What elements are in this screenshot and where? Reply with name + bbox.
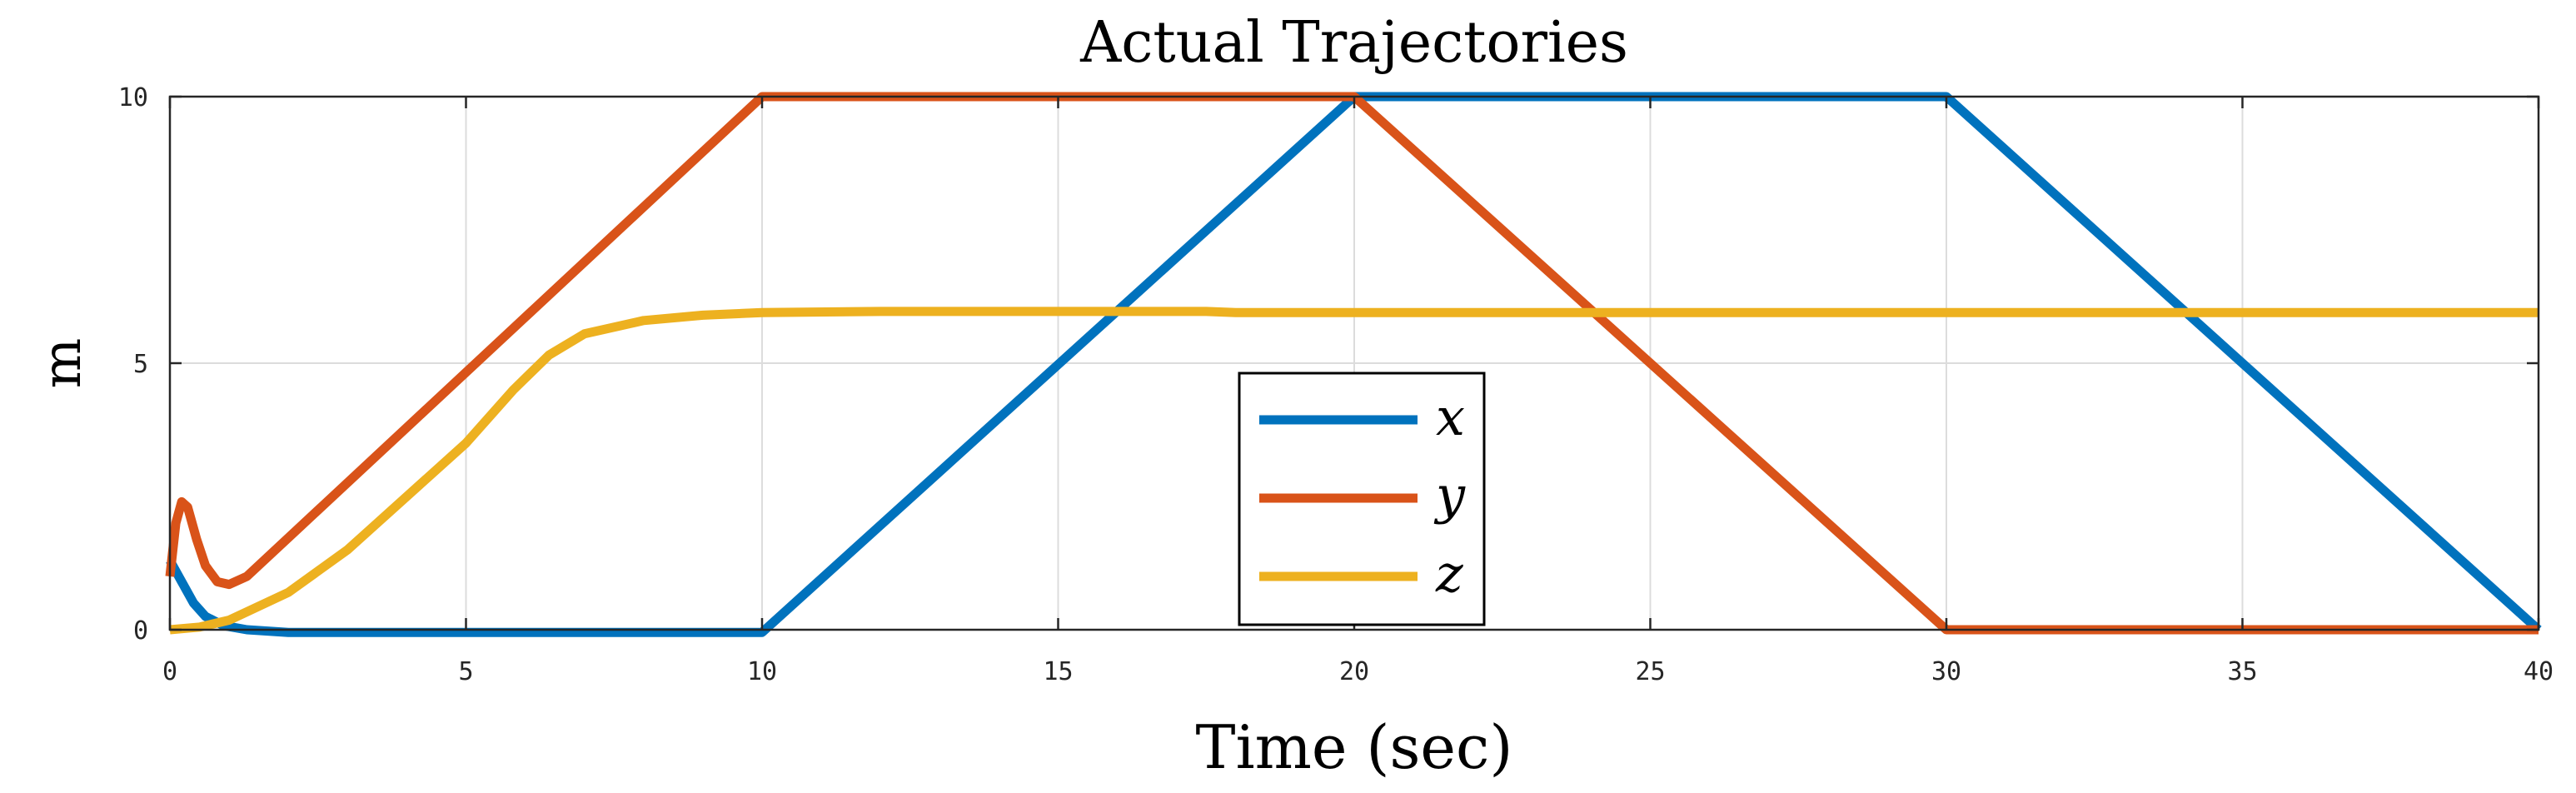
x-tick-label: 35 (2227, 657, 2257, 686)
x-tick-label: 5 (458, 657, 473, 686)
x-tick-label: 0 (162, 657, 177, 686)
x-tick-label: 10 (747, 657, 777, 686)
x-tick-label: 30 (1931, 657, 1961, 686)
x-tick-label: 25 (1635, 657, 1665, 686)
y-tick-label: 0 (133, 616, 148, 646)
legend-items: xyz (1259, 387, 1466, 604)
x-tick-label: 20 (1339, 657, 1369, 686)
series-line-z (169, 307, 2539, 635)
x-tick-label: 40 (2524, 657, 2554, 686)
axis-ticks: 0 5 10 15 20 25 30 35 40 0 5 10 (118, 83, 2554, 686)
x-axis-label: Time (sec) (1196, 712, 1513, 782)
y-axis-label: m (32, 338, 93, 389)
legend-label-x: x (1436, 387, 1465, 447)
x-tick-label: 15 (1043, 657, 1073, 686)
legend-label-y: y (1433, 465, 1466, 526)
y-tick-label: 10 (118, 83, 148, 112)
y-tick-label: 5 (133, 350, 148, 379)
legend-label-z: z (1435, 543, 1463, 604)
legend: xyz (1238, 372, 1486, 626)
chart-title: Actual Trajectories (1079, 10, 1628, 76)
